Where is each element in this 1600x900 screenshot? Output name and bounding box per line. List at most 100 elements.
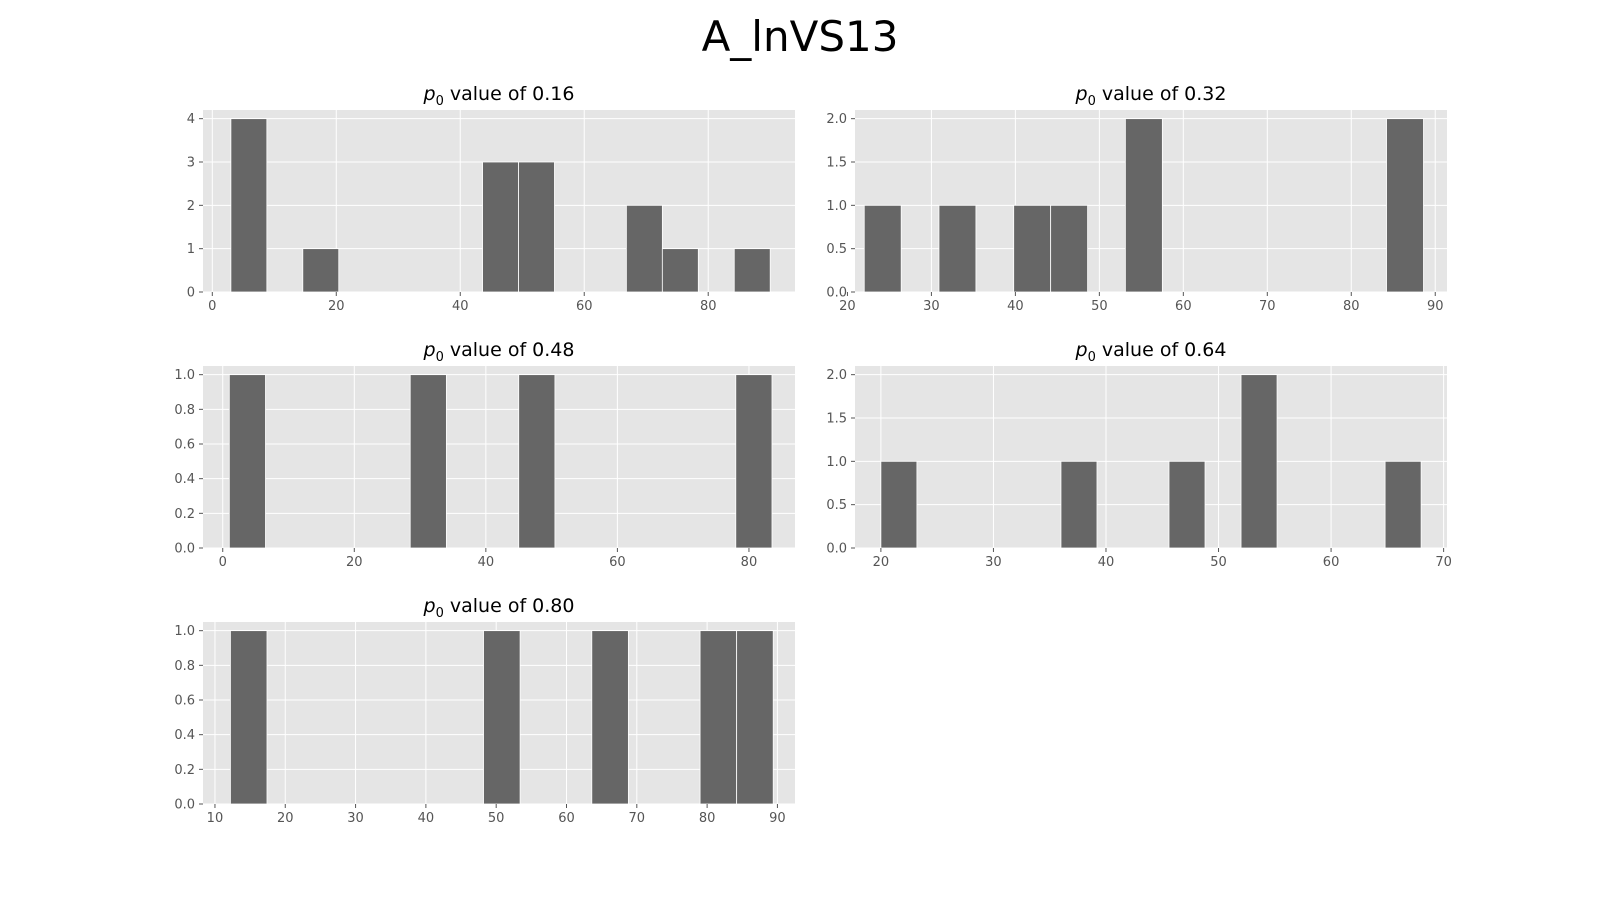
y-tick-label: 0.0 bbox=[826, 542, 847, 557]
x-tick-label: 40 bbox=[418, 811, 435, 826]
subplot-title-symbol: p bbox=[423, 83, 436, 105]
histogram-bar bbox=[733, 248, 771, 293]
histogram-bar bbox=[1060, 460, 1098, 549]
histogram-panel-3: 0 20 40 60 80 0.0 0.2 0.4 0.6 0.8 1.0 p0 value of 0… bbox=[174, 339, 795, 570]
histogram-panel-4: 20 30 40 50 60 70 0.0 0.5 1.0 1.5 2.0 p0 value of 0… bbox=[826, 339, 1452, 570]
histogram-bar bbox=[302, 248, 340, 293]
histogram-panel-2: 20 30 40 50 60 70 80 90 0.0 0.5 1.0 1.5 2.0 p0 value … bbox=[826, 83, 1447, 314]
x-tick-label: 90 bbox=[1427, 299, 1444, 314]
x-tick-label: 50 bbox=[488, 811, 505, 826]
y-tick-label: 0 bbox=[187, 286, 195, 301]
subplot-title-text: value of 0.64 bbox=[1096, 339, 1227, 361]
y-tick-label: 1.0 bbox=[826, 455, 847, 470]
y-tick-label: 0.6 bbox=[174, 438, 195, 453]
x-tick-label: 70 bbox=[1435, 555, 1452, 570]
x-tick-label: 70 bbox=[629, 811, 646, 826]
subplot-title: p0 value of 0.80 bbox=[423, 595, 575, 621]
histogram-bar bbox=[591, 630, 629, 805]
subplot-title: p0 value of 0.64 bbox=[1075, 339, 1227, 365]
histogram-bar bbox=[1013, 204, 1052, 293]
y-tick-label: 4 bbox=[187, 112, 195, 127]
x-tick-label: 20 bbox=[277, 811, 294, 826]
x-tick-label: 60 bbox=[1175, 299, 1192, 314]
histogram-bar bbox=[409, 374, 447, 549]
y-tick-label: 0.5 bbox=[826, 242, 847, 257]
histogram-bar bbox=[1124, 118, 1163, 293]
x-tick-label: 10 bbox=[207, 811, 224, 826]
histogram-panel-5: 10 20 30 40 50 60 70 80 90 0.0 0.2 0.4 0.6 0.8 1.0 p0 v… bbox=[174, 595, 795, 826]
subplot-title-symbol: p bbox=[1075, 83, 1088, 105]
subplot-title-text: value of 0.80 bbox=[444, 595, 575, 617]
x-tick-label: 80 bbox=[699, 811, 716, 826]
subplot-title-text: value of 0.16 bbox=[444, 83, 575, 105]
y-tick-label: 1.0 bbox=[174, 624, 195, 639]
figure-title: A_lnVS13 bbox=[701, 12, 899, 61]
y-tick-label: 1.5 bbox=[826, 412, 847, 427]
subplot-title-subscript: 0 bbox=[436, 94, 444, 109]
x-tick-label: 80 bbox=[700, 299, 717, 314]
x-tick-label: 60 bbox=[576, 299, 593, 314]
x-tick-label: 70 bbox=[1259, 299, 1276, 314]
subplot-title-subscript: 0 bbox=[1088, 94, 1096, 109]
histogram-bar bbox=[518, 161, 555, 293]
histogram-bar bbox=[482, 161, 519, 293]
histogram-bar bbox=[1240, 374, 1278, 549]
y-tick-label: 0.4 bbox=[174, 728, 195, 743]
x-tick-label: 20 bbox=[328, 299, 345, 314]
histogram-bar bbox=[230, 118, 268, 293]
x-tick-label: 40 bbox=[478, 555, 495, 570]
y-tick-label: 2 bbox=[187, 199, 195, 214]
x-tick-label: 60 bbox=[609, 555, 626, 570]
x-tick-label: 80 bbox=[1343, 299, 1360, 314]
histogram-bar bbox=[1386, 118, 1424, 293]
x-tick-label: 20 bbox=[873, 555, 890, 570]
y-tick-label: 1.0 bbox=[826, 199, 847, 214]
y-tick-label: 2.0 bbox=[826, 112, 847, 127]
x-tick-label: 90 bbox=[769, 811, 786, 826]
x-tick-label: 50 bbox=[1210, 555, 1227, 570]
y-tick-label: 0.8 bbox=[174, 403, 195, 418]
x-tick-label: 60 bbox=[558, 811, 575, 826]
x-tick-label: 20 bbox=[346, 555, 363, 570]
y-tick-label: 1.0 bbox=[174, 368, 195, 383]
x-tick-label: 40 bbox=[452, 299, 469, 314]
x-tick-label: 30 bbox=[985, 555, 1002, 570]
histogram-bar bbox=[863, 204, 902, 293]
x-tick-label: 40 bbox=[1098, 555, 1115, 570]
x-tick-label: 30 bbox=[923, 299, 940, 314]
y-tick-label: 1 bbox=[187, 242, 195, 257]
y-tick-label: 3 bbox=[187, 156, 195, 171]
y-tick-label: 0.2 bbox=[174, 507, 195, 522]
y-tick-label: 2.0 bbox=[826, 368, 847, 383]
histogram-bar bbox=[483, 630, 521, 805]
subplot-title-text: value of 0.32 bbox=[1096, 83, 1227, 105]
y-tick-label: 0.0 bbox=[174, 542, 195, 557]
histogram-bar bbox=[735, 374, 773, 549]
plot-area bbox=[855, 366, 1447, 548]
y-tick-label: 0.6 bbox=[174, 694, 195, 709]
y-tick-label: 0.5 bbox=[826, 498, 847, 513]
histogram-bar bbox=[518, 374, 556, 549]
x-tick-label: 50 bbox=[1091, 299, 1108, 314]
y-tick-label: 0.0 bbox=[174, 798, 195, 813]
y-tick-label: 0.4 bbox=[174, 472, 195, 487]
y-tick-label: 0.0 bbox=[826, 286, 847, 301]
subplot-title: p0 value of 0.32 bbox=[1075, 83, 1227, 109]
histogram-bar bbox=[1384, 460, 1422, 549]
subplot-title-symbol: p bbox=[1075, 339, 1088, 361]
histogram-bar bbox=[880, 460, 918, 549]
x-tick-label: 40 bbox=[1007, 299, 1024, 314]
x-tick-label: 0 bbox=[219, 555, 227, 570]
x-tick-label: 80 bbox=[741, 555, 758, 570]
y-tick-label: 0.8 bbox=[174, 659, 195, 674]
subplot-title-subscript: 0 bbox=[436, 606, 444, 621]
subplot-title: p0 value of 0.48 bbox=[423, 339, 575, 365]
y-tick-label: 0.2 bbox=[174, 763, 195, 778]
subplot-title-symbol: p bbox=[423, 339, 436, 361]
subplot-title-subscript: 0 bbox=[1088, 350, 1096, 365]
histogram-bar bbox=[228, 374, 266, 549]
plot-area bbox=[203, 366, 795, 548]
histogram-bar bbox=[1168, 460, 1206, 549]
histogram-bar bbox=[625, 204, 663, 293]
